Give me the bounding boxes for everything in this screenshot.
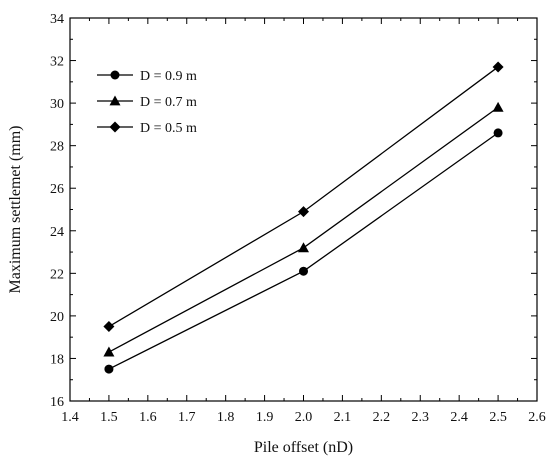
- y-tick-label: 32: [50, 55, 64, 70]
- x-tick-label: 2.5: [489, 410, 507, 425]
- series-group: [103, 61, 504, 374]
- x-tick-label: 1.8: [217, 410, 235, 425]
- data-point-circle: [493, 128, 503, 138]
- series-line: [108, 106, 499, 353]
- x-tick-label: 1.9: [256, 410, 274, 425]
- x-tick-label: 1.5: [100, 410, 118, 425]
- x-axis-title: Pile offset (nD): [254, 439, 353, 456]
- legend-item: D = 0.7 m: [97, 95, 197, 110]
- data-point-triangle: [298, 242, 309, 253]
- y-tick-label: 24: [50, 225, 64, 240]
- y-tick-label: 20: [50, 310, 64, 325]
- legend-marker-triangle: [109, 95, 121, 106]
- series-circle: [104, 128, 503, 374]
- data-point-triangle: [103, 346, 115, 357]
- y-axis-title: Maximum settlemet (mm): [7, 126, 24, 294]
- data-point-circle: [299, 266, 308, 276]
- legend-item: D = 0.9 m: [97, 69, 197, 84]
- data-point-circle: [104, 364, 114, 374]
- series-triangle: [103, 101, 504, 357]
- x-tick-label: 2.6: [528, 410, 546, 425]
- series-diamond: [103, 61, 504, 333]
- y-tick-label: 16: [50, 395, 64, 410]
- legend-marker-circle: [110, 70, 120, 80]
- x-tick-label: 1.7: [178, 410, 196, 425]
- y-tick-label: 34: [50, 12, 64, 27]
- x-tick-label: 2.3: [412, 410, 430, 425]
- x-tick-label: 2.0: [295, 410, 313, 425]
- data-point-diamond: [103, 321, 115, 333]
- legend-label: D = 0.7 m: [140, 95, 197, 110]
- y-tick-label: 26: [50, 182, 64, 197]
- data-point-diamond: [298, 206, 309, 218]
- legend-label: D = 0.5 m: [140, 121, 197, 136]
- x-tick-label: 2.1: [334, 410, 352, 425]
- data-point-diamond: [492, 61, 504, 73]
- x-tick-label: 1.4: [61, 410, 79, 425]
- data-point-triangle: [492, 101, 504, 112]
- y-tick-label: 28: [50, 140, 64, 155]
- y-tick-label: 18: [50, 352, 64, 367]
- y-tick-label: 30: [50, 97, 64, 112]
- x-tick-label: 2.4: [450, 410, 468, 425]
- legend-item: D = 0.5 m: [97, 121, 197, 136]
- legend-marker-diamond: [109, 121, 121, 133]
- axis-ticks: 1.4 1.5 1.6 1.7 1.8 1.9 2.0 2.1 2.2 2.3 2.4 2.5 2.6 1…: [50, 12, 546, 425]
- legend-label: D = 0.9 m: [140, 69, 197, 84]
- x-tick-label: 2.2: [373, 410, 391, 425]
- legend: D = 0.9 m D = 0.7 m D = 0.5 m: [97, 69, 197, 136]
- y-tick-label: 22: [50, 267, 64, 282]
- x-tick-label: 1.6: [139, 410, 157, 425]
